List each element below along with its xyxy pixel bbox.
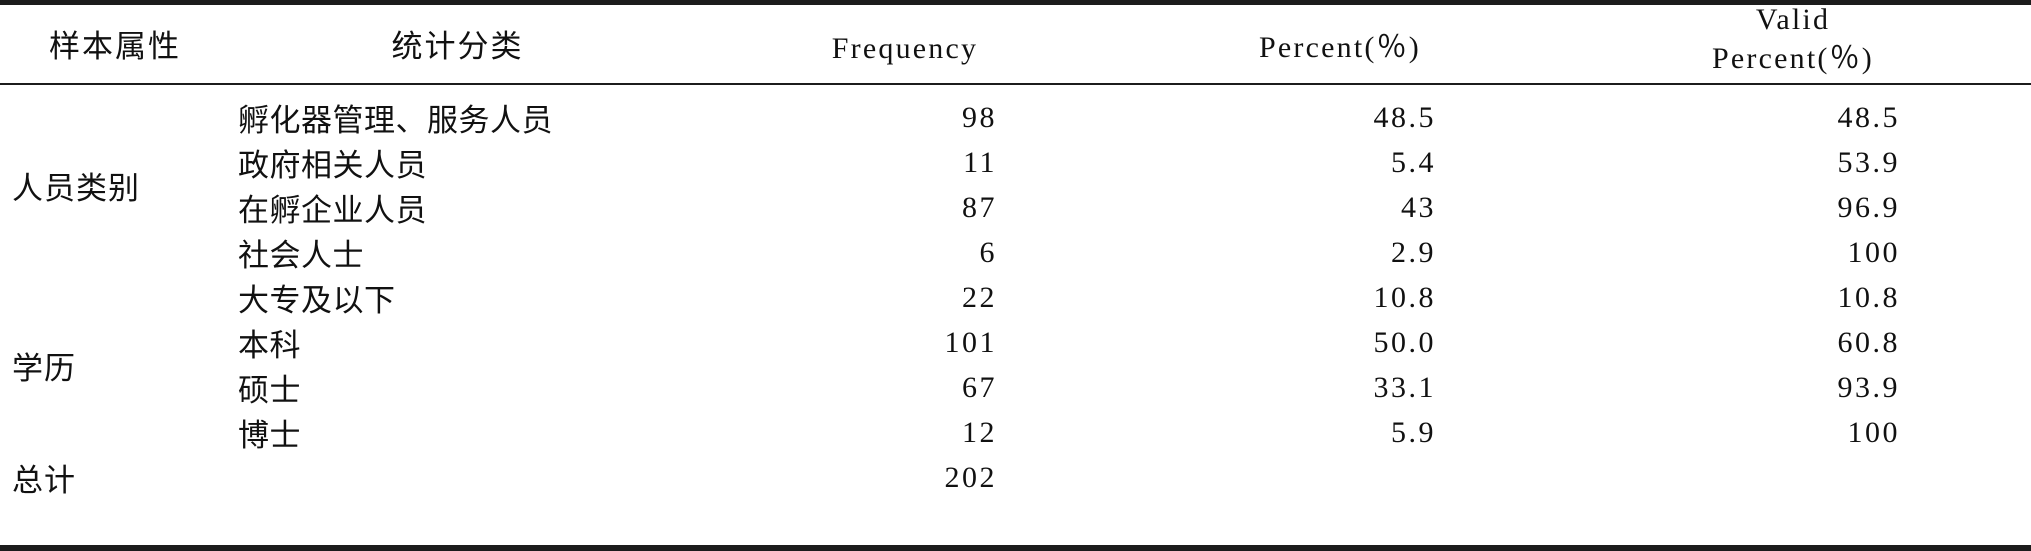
row-valid-percent: 60.8 <box>1837 325 1900 359</box>
row-valid-percent: 100 <box>1847 415 1900 449</box>
spacer-cell <box>685 84 1125 95</box>
row-category: 大专及以下 <box>238 283 396 318</box>
spacer-cell <box>1555 84 2031 95</box>
table-row: 社会人士 6 2.9 100 <box>0 230 2031 275</box>
row-category: 本科 <box>238 328 301 363</box>
row-frequency: 11 <box>963 145 997 179</box>
spacer-cell <box>1125 84 1555 95</box>
row-frequency: 22 <box>962 280 997 314</box>
table-header-row: 样本属性 统计分类 Frequency Percent(％) Valid Per… <box>0 0 2031 85</box>
sample-attributes-table: 样本属性 统计分类 Frequency Percent(％) Valid Per… <box>0 0 2031 500</box>
row-frequency: 6 <box>979 235 997 269</box>
table-row: 学历 大专及以下 22 10.8 10.8 <box>0 275 2031 386</box>
row-percent: 48.5 <box>1373 100 1436 134</box>
group-label-personnel-category: 人员类别 <box>12 170 140 206</box>
column-header-category-label: 统计分类 <box>391 29 524 64</box>
table-total-row: 总计 202 <box>0 455 2031 500</box>
table-row: 在孵企业人员 87 43 96.9 <box>0 185 2031 230</box>
row-percent: 33.1 <box>1373 370 1436 404</box>
spacer-cell <box>0 84 230 95</box>
table-row: 人员类别 孵化器管理、服务人员 98 48.5 48.5 <box>0 95 2031 206</box>
total-category <box>230 455 685 500</box>
table-row: 博士 12 5.9 100 <box>0 410 2031 455</box>
header-body-spacer <box>0 84 2031 95</box>
column-header-valid-percent-label: Valid Percent(％) <box>1555 0 2031 83</box>
column-header-frequency: Frequency <box>685 0 1125 85</box>
row-percent: 5.9 <box>1391 415 1436 449</box>
table-row: 政府相关人员 11 5.4 53.9 <box>0 140 2031 185</box>
table-row: 本科 101 50.0 60.8 <box>0 320 2031 365</box>
row-frequency: 12 <box>962 415 997 449</box>
table-row: 硕士 67 33.1 93.9 <box>0 365 2031 410</box>
row-category: 博士 <box>238 418 301 453</box>
table-top-rule <box>0 0 2031 5</box>
row-percent: 43 <box>1401 190 1436 224</box>
row-frequency: 87 <box>962 190 997 224</box>
total-valid-percent <box>1555 455 2031 500</box>
row-valid-percent: 53.9 <box>1837 145 1900 179</box>
row-percent: 5.4 <box>1391 145 1436 179</box>
row-category: 在孵企业人员 <box>238 193 427 228</box>
row-percent: 50.0 <box>1373 325 1436 359</box>
table-body: 人员类别 孵化器管理、服务人员 98 48.5 48.5 政府相关人员 11 5… <box>0 84 2031 500</box>
total-label: 总计 <box>12 463 76 498</box>
table-bottom-rule <box>0 545 2031 551</box>
row-percent: 10.8 <box>1373 280 1436 314</box>
column-header-category: 统计分类 <box>230 0 685 85</box>
valid-percent-line-2: Percent(％) <box>1712 42 1874 75</box>
row-frequency: 101 <box>944 325 997 359</box>
row-valid-percent: 48.5 <box>1837 100 1900 134</box>
row-category: 硕士 <box>238 373 301 408</box>
row-valid-percent: 100 <box>1847 235 1900 269</box>
group-label-education: 学历 <box>12 350 76 386</box>
row-frequency: 98 <box>962 100 997 134</box>
row-valid-percent: 10.8 <box>1837 280 1900 314</box>
row-valid-percent: 93.9 <box>1837 370 1900 404</box>
total-frequency: 202 <box>944 460 997 494</box>
column-header-attribute: 样本属性 <box>0 0 230 85</box>
row-category: 社会人士 <box>238 238 364 273</box>
column-header-valid-percent: Valid Percent(％) <box>1555 0 2031 85</box>
row-valid-percent: 96.9 <box>1837 190 1900 224</box>
spacer-cell <box>230 84 685 95</box>
row-percent: 2.9 <box>1391 235 1436 269</box>
total-percent <box>1125 455 1555 500</box>
row-category: 孵化器管理、服务人员 <box>238 103 553 138</box>
column-header-percent-label: Percent(％) <box>1259 31 1421 64</box>
column-header-frequency-label: Frequency <box>831 32 979 65</box>
column-header-percent: Percent(％) <box>1125 0 1555 85</box>
column-header-attribute-label: 样本属性 <box>49 29 181 64</box>
row-category: 政府相关人员 <box>238 148 427 183</box>
valid-percent-line-1: Valid <box>1755 3 1831 36</box>
table-header: 样本属性 统计分类 Frequency Percent(％) Valid Per… <box>0 0 2031 85</box>
row-frequency: 67 <box>962 370 997 404</box>
